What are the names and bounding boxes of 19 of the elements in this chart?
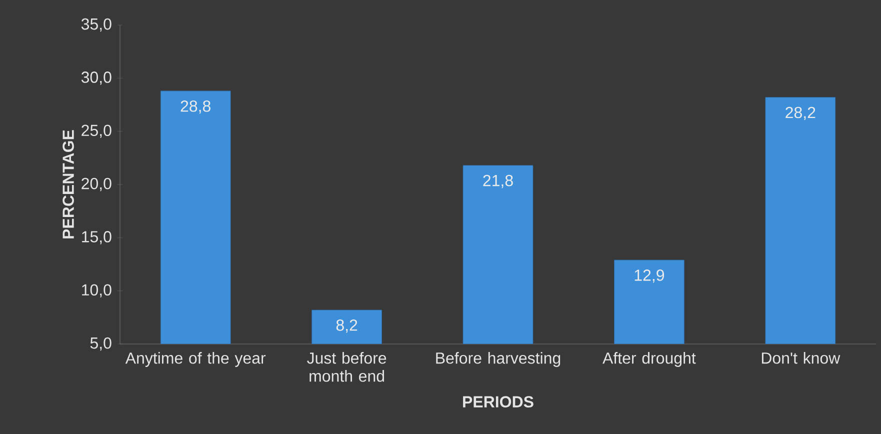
data-label: 28,2 — [786, 106, 816, 120]
y-tick-label: 20,0 — [82, 178, 112, 192]
x-tick-label: Before harvesting — [436, 352, 560, 367]
y-tick-label: 5,0 — [90, 337, 112, 351]
y-axis-title: PERCENTAGE — [62, 130, 74, 238]
y-tick-label: 10,0 — [82, 284, 112, 298]
y-tick-label: 35,0 — [81, 18, 112, 32]
x-tick-label: After drought — [602, 352, 696, 367]
data-label: 21,8 — [483, 174, 513, 188]
x-tick-label: Just before month end — [307, 352, 386, 382]
data-label: 8,2 — [336, 320, 358, 333]
x-tick-label: Don't know — [762, 352, 840, 364]
y-tick-label: 30,0 — [81, 72, 112, 85]
x-axis-title: PERIODS — [463, 396, 534, 408]
x-tick-label: Anytime of the year — [125, 352, 266, 367]
y-tick-label: 25,0 — [82, 124, 112, 138]
data-label: 12,9 — [634, 270, 664, 283]
data-label: 28,8 — [180, 100, 210, 114]
y-tick-label: 15,0 — [82, 231, 112, 244]
